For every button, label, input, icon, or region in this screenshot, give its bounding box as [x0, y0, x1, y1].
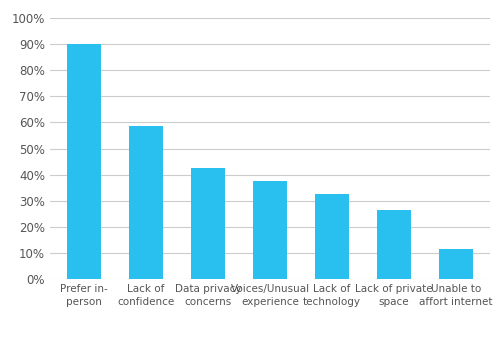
Bar: [129, 126, 163, 279]
Bar: [191, 168, 225, 279]
Bar: [315, 194, 349, 279]
Bar: [439, 249, 473, 279]
Bar: [253, 181, 287, 279]
Bar: [377, 210, 411, 279]
Bar: [67, 44, 101, 279]
